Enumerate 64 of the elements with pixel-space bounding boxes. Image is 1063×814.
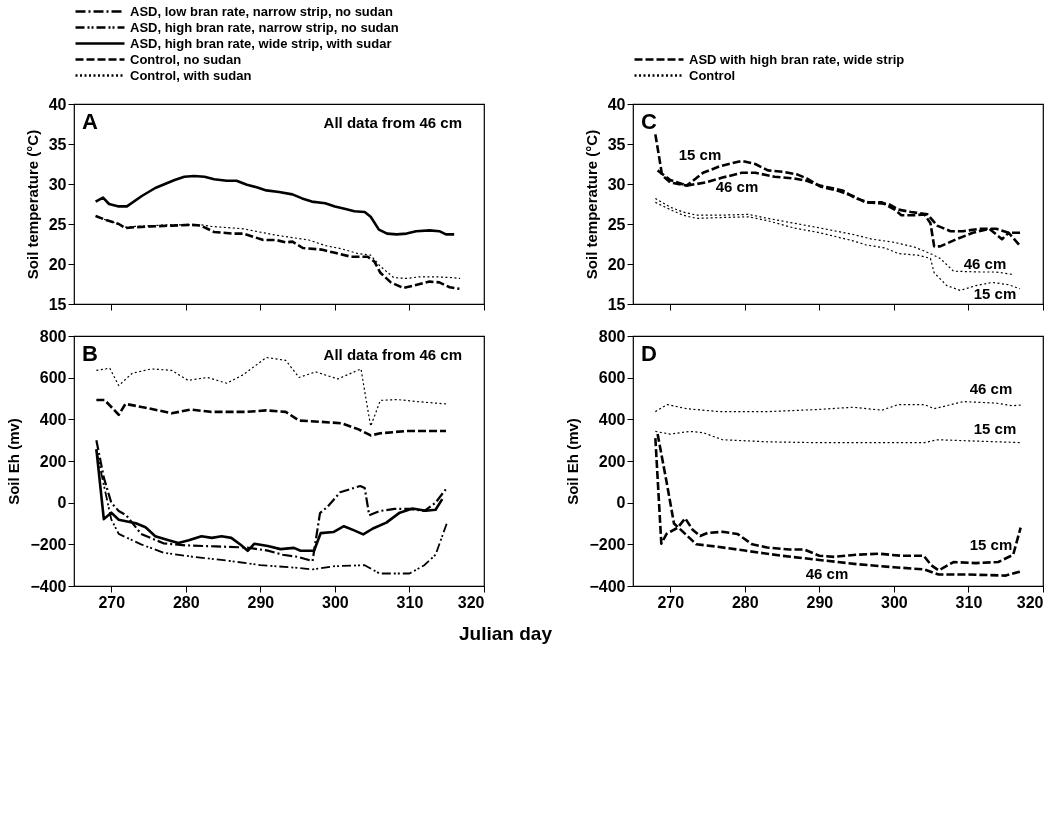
annotation: 46 cm: [805, 565, 849, 582]
y-tick-label: −200: [589, 535, 626, 553]
x-tick-label: 280: [731, 593, 759, 611]
y-tick-label: 0: [616, 494, 626, 512]
y-tick-label: 40: [48, 95, 67, 113]
x-tick-label: 270: [98, 593, 126, 611]
y-tick-label: −400: [589, 577, 626, 595]
y-tick-label: 40: [607, 95, 626, 113]
annotation: C: [641, 109, 657, 134]
y-tick-label: 200: [598, 452, 626, 470]
y-tick-label: 0: [57, 494, 67, 512]
annotation: 15 cm: [973, 420, 1017, 437]
y-axis-title: Soil Eh (mv): [564, 418, 582, 505]
y-axis-title: Soil temperature (°C): [582, 129, 600, 280]
y-tick-label: 35: [48, 135, 67, 153]
y-tick-label: 25: [48, 215, 67, 233]
annotation: A: [82, 109, 98, 134]
y-tick-label: −200: [30, 535, 67, 553]
x-tick-label: 290: [806, 593, 834, 611]
legend-label: Control, no sudan: [130, 51, 242, 67]
annotation: B: [82, 341, 98, 366]
legend-label: ASD, high bran rate, narrow strip, no sudan: [130, 19, 399, 35]
x-tick-label: 270: [657, 593, 685, 611]
x-tick-label: 320: [1016, 593, 1044, 611]
annotation: 15 cm: [969, 536, 1013, 553]
legend-label: ASD with high bran rate, wide strip: [689, 51, 905, 67]
y-tick-label: 15: [607, 295, 626, 313]
x-tick-label: 290: [247, 593, 275, 611]
legend-label: Control, with sudan: [130, 67, 252, 83]
annotation: 46 cm: [969, 380, 1013, 397]
y-tick-label: 800: [598, 327, 626, 345]
y-axis-title: Soil Eh (mv): [5, 418, 23, 505]
y-tick-label: 800: [39, 327, 67, 345]
y-tick-label: 400: [598, 410, 626, 428]
x-tick-label: 320: [457, 593, 485, 611]
y-tick-label: −400: [30, 577, 67, 595]
annotation: 46 cm: [963, 255, 1007, 272]
y-tick-label: 15: [48, 295, 67, 313]
x-tick-label: 300: [322, 593, 349, 611]
x-tick-label: 280: [172, 593, 200, 611]
y-tick-label: 25: [607, 215, 626, 233]
y-tick-label: 400: [39, 410, 67, 428]
annotation: All data from 46 cm: [323, 346, 462, 363]
x-tick-label: 310: [955, 593, 983, 611]
x-tick-label: 300: [881, 593, 908, 611]
annotation: D: [641, 341, 657, 366]
x-axis-title: Julian day: [459, 622, 553, 644]
y-tick-label: 30: [48, 175, 67, 193]
annotation: 15 cm: [678, 146, 722, 163]
annotation: 46 cm: [715, 178, 759, 195]
annotation: All data from 46 cm: [323, 114, 462, 131]
y-tick-label: 200: [39, 452, 67, 470]
legend-label: Control: [689, 67, 736, 83]
y-axis-title: Soil temperature (°C): [23, 129, 41, 280]
annotation: 15 cm: [973, 285, 1017, 302]
y-tick-label: 600: [598, 369, 626, 387]
y-tick-label: 600: [39, 369, 67, 387]
legend-label: ASD, high bran rate, wide strip, with sudar: [130, 35, 392, 51]
y-tick-label: 35: [607, 135, 626, 153]
x-tick-label: 310: [396, 593, 424, 611]
y-tick-label: 20: [48, 255, 67, 273]
y-tick-label: 20: [607, 255, 626, 273]
y-tick-label: 30: [607, 175, 626, 193]
legend-label: ASD, low bran rate, narrow strip, no sudan: [130, 3, 393, 19]
